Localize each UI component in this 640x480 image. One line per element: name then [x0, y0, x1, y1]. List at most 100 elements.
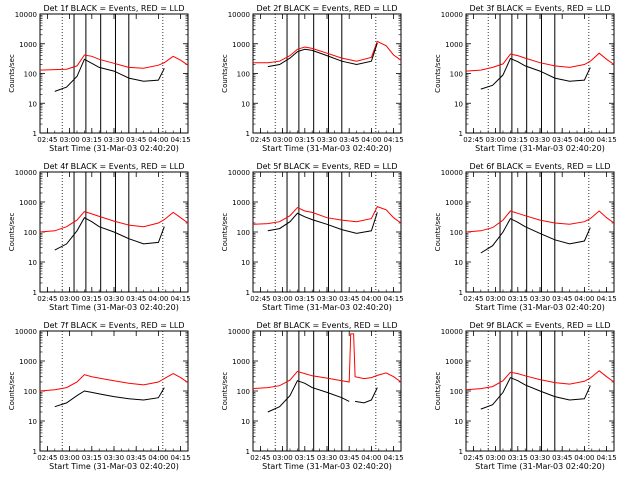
y-tick-label: 10: [454, 100, 463, 108]
x-tick-label: 04:00: [148, 136, 168, 144]
x-axis-label: Start Time (31-Mar-03 02:40:20): [475, 144, 605, 153]
panel-title: Det 6f BLACK = Events, RED = LLD: [469, 162, 610, 171]
panel-title: Det 7f BLACK = Events, RED = LLD: [43, 321, 184, 330]
y-tick-label: 100: [237, 388, 250, 396]
y-tick-label: 10: [454, 259, 463, 267]
y-tick-label: 10000: [441, 169, 463, 177]
series-line-events: [267, 212, 378, 234]
x-tick-label: 02:45: [463, 295, 483, 303]
y-tick-label: 100: [24, 229, 37, 237]
series-line-lld: [253, 40, 402, 64]
x-tick-label: 03:00: [60, 136, 80, 144]
x-axis-label: Start Time (31-Mar-03 02:40:20): [262, 462, 392, 471]
x-tick-label: 02:45: [250, 454, 270, 462]
series-line-lld: [39, 211, 189, 233]
y-tick-label: 10: [241, 418, 250, 426]
x-tick-label: 03:00: [60, 295, 80, 303]
x-tick-label: 02:45: [37, 136, 57, 144]
y-axis-label: Counts/sec: [8, 372, 16, 411]
series-line-events: [54, 217, 165, 251]
y-axis-label: Counts/sec: [221, 372, 229, 411]
x-tick-label: 02:45: [37, 454, 57, 462]
x-tick-label: 03:00: [486, 136, 506, 144]
x-tick-label: 04:00: [148, 295, 168, 303]
y-tick-label: 1000: [19, 199, 37, 207]
y-tick-label: 100: [237, 229, 250, 237]
plot-frame: [252, 13, 402, 134]
y-tick-label: 1: [33, 130, 37, 138]
x-tick-label: 03:00: [273, 454, 293, 462]
x-tick-label: 03:00: [273, 136, 293, 144]
x-tick-label: 03:15: [508, 136, 528, 144]
panel-2: Det 2f BLACK = Events, RED = LLD 1 10 100 10…: [221, 4, 404, 153]
series-line-events: [480, 376, 591, 410]
panel-6: Det 6f BLACK = Events, RED = LLD 1 10 100 10…: [434, 162, 617, 312]
x-tick-label: 03:30: [104, 136, 124, 144]
series-line-events: [480, 57, 591, 90]
x-tick-label: 03:45: [339, 136, 359, 144]
x-tick-label: 04:00: [361, 295, 381, 303]
x-tick-label: 03:15: [295, 295, 315, 303]
series-line-lld: [39, 373, 189, 392]
x-tick-label: 03:15: [508, 454, 528, 462]
plot-frame: [39, 13, 189, 134]
panel-title: Det 3f BLACK = Events, RED = LLD: [469, 4, 610, 13]
x-tick-label: 03:00: [486, 454, 506, 462]
y-tick-label: 10000: [228, 169, 250, 177]
series-line-lld: [465, 370, 615, 391]
x-tick-label: 03:00: [60, 454, 80, 462]
x-axis-label: Start Time (31-Mar-03 02:40:20): [475, 303, 605, 312]
x-tick-label: 03:00: [486, 295, 506, 303]
x-tick-label: 04:15: [384, 295, 404, 303]
y-axis-label: Counts/sec: [8, 54, 16, 93]
x-tick-label: 04:15: [171, 454, 191, 462]
panel-4: Det 4f BLACK = Events, RED = LLD 1 10 100 10…: [8, 162, 191, 312]
x-tick-label: 02:45: [463, 454, 483, 462]
panel-title: Det 2f BLACK = Events, RED = LLD: [256, 4, 397, 13]
x-tick-label: 04:15: [597, 136, 617, 144]
x-tick-label: 04:15: [597, 454, 617, 462]
x-tick-label: 03:15: [508, 295, 528, 303]
y-axis-label: Counts/sec: [8, 213, 16, 252]
x-tick-label: 04:00: [574, 454, 594, 462]
x-tick-label: 03:00: [273, 295, 293, 303]
y-tick-label: 1000: [232, 358, 250, 366]
y-tick-label: 1000: [232, 41, 250, 49]
y-tick-label: 1000: [232, 199, 250, 207]
x-tick-label: 03:45: [339, 295, 359, 303]
y-tick-label: 10: [454, 418, 463, 426]
panel-title: Det 5f BLACK = Events, RED = LLD: [256, 162, 397, 171]
y-axis-label: Counts/sec: [221, 213, 229, 252]
series-line-events: [267, 42, 378, 68]
y-tick-label: 10: [241, 259, 250, 267]
plot-frame: [465, 13, 615, 134]
y-tick-label: 100: [237, 71, 250, 79]
x-tick-label: 04:00: [574, 136, 594, 144]
series-line-events: [267, 380, 378, 413]
series-line-lld: [252, 205, 402, 225]
y-tick-label: 100: [450, 388, 463, 396]
series-line-events: [54, 387, 165, 408]
y-axis-label: Counts/sec: [221, 54, 229, 93]
series-line-lld: [465, 210, 615, 233]
x-tick-label: 04:15: [384, 454, 404, 462]
y-tick-label: 1000: [19, 41, 37, 49]
panel-5: Det 5f BLACK = Events, RED = LLD 1 10 100 10…: [221, 162, 404, 312]
x-tick-label: 04:00: [361, 136, 381, 144]
x-tick-label: 04:15: [171, 295, 191, 303]
panel-3: Det 3f BLACK = Events, RED = LLD 1 10 100 10…: [434, 4, 617, 153]
x-tick-label: 03:30: [530, 136, 550, 144]
panel-title: Det 8f BLACK = Events, RED = LLD: [256, 321, 397, 330]
series-line-events: [480, 217, 591, 254]
x-tick-label: 03:45: [552, 454, 572, 462]
x-tick-label: 02:45: [250, 295, 270, 303]
x-axis-label: Start Time (31-Mar-03 02:40:20): [262, 144, 392, 153]
panel-1: Det 1f BLACK = Events, RED = LLD 1 10 100 10…: [8, 4, 191, 153]
y-tick-label: 10000: [15, 328, 37, 336]
x-axis-label: Start Time (31-Mar-03 02:40:20): [49, 144, 179, 153]
x-tick-label: 04:15: [597, 295, 617, 303]
y-tick-label: 100: [450, 71, 463, 79]
x-tick-label: 03:15: [82, 136, 102, 144]
panel-title: Det 4f BLACK = Events, RED = LLD: [43, 162, 184, 171]
